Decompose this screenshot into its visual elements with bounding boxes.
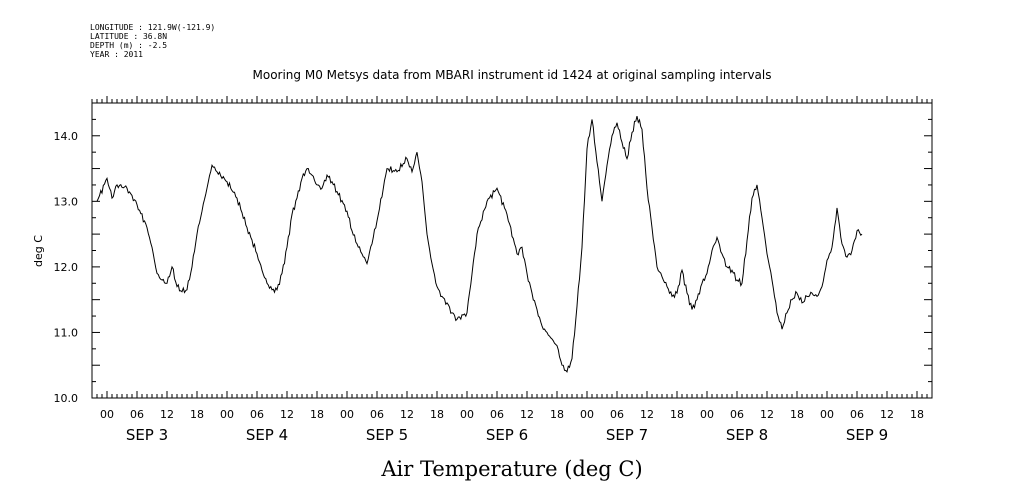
y-axis-tick-labels: 10.0 11.0 12.0 13.0 14.0 (54, 130, 79, 405)
x-tick-label: 00 (100, 408, 114, 421)
x-tick-label: 06 (610, 408, 624, 421)
x-tick-label: 18 (910, 408, 924, 421)
x-tick-label: 00 (820, 408, 834, 421)
x-tick-label: 12 (880, 408, 894, 421)
x-tick-label: 18 (550, 408, 564, 421)
x-tick-label: 00 (340, 408, 354, 421)
day-label: SEP 3 (126, 426, 168, 444)
y-tick-label: 12.0 (54, 261, 79, 274)
x-tick-label: 18 (670, 408, 684, 421)
x-tick-label: 18 (430, 408, 444, 421)
x-tick-label: 18 (310, 408, 324, 421)
series-line-air-temperature (96, 115, 863, 373)
latitude-label: LATITUDE : 36.8N (90, 32, 167, 41)
day-label: SEP 7 (606, 426, 648, 444)
y-tick-label: 14.0 (54, 130, 79, 143)
x-tick-label: 00 (700, 408, 714, 421)
year-label: YEAR : 2011 (90, 50, 143, 59)
x-tick-label: 00 (220, 408, 234, 421)
day-label: SEP 6 (486, 426, 528, 444)
longitude-label: LONGITUDE : 121.9W(-121.9) (90, 23, 215, 32)
day-label: SEP 5 (366, 426, 408, 444)
axis-ticks (91, 96, 933, 399)
x-tick-label: 06 (850, 408, 864, 421)
x-tick-label: 06 (730, 408, 744, 421)
plot-frame (91, 102, 933, 399)
day-label: SEP 8 (726, 426, 768, 444)
x-axis-day-labels: SEP 3 SEP 4 SEP 5 SEP 6 SEP 7 SEP 8 SEP 9 (126, 426, 888, 444)
x-tick-label: 06 (130, 408, 144, 421)
day-label: SEP 9 (846, 426, 888, 444)
y-tick-label: 10.0 (54, 392, 79, 405)
x-tick-label: 00 (460, 408, 474, 421)
x-tick-label: 12 (760, 408, 774, 421)
y-tick-label: 11.0 (54, 326, 79, 339)
x-axis-tick-labels: 00 06 12 18 00 06 12 18 00 06 12 18 00 06 12 18 00 06 12 18… (100, 408, 924, 421)
x-tick-label: 06 (250, 408, 264, 421)
x-tick-label: 12 (640, 408, 654, 421)
x-tick-label: 00 (580, 408, 594, 421)
day-label: SEP 4 (246, 426, 288, 444)
x-tick-label: 18 (790, 408, 804, 421)
y-tick-label: 13.0 (54, 195, 79, 208)
x-tick-label: 06 (370, 408, 384, 421)
chart-title: Mooring M0 Metsys data from MBARI instru… (253, 68, 772, 82)
x-tick-label: 06 (490, 408, 504, 421)
x-tick-label: 12 (280, 408, 294, 421)
depth-label: DEPTH (m) : -2.5 (90, 41, 167, 50)
x-tick-label: 18 (190, 408, 204, 421)
x-tick-label: 12 (520, 408, 534, 421)
x-tick-label: 12 (400, 408, 414, 421)
x-tick-label: 12 (160, 408, 174, 421)
x-axis-label: Air Temperature (deg C) (380, 457, 642, 481)
y-axis-label: deg C (32, 235, 45, 267)
